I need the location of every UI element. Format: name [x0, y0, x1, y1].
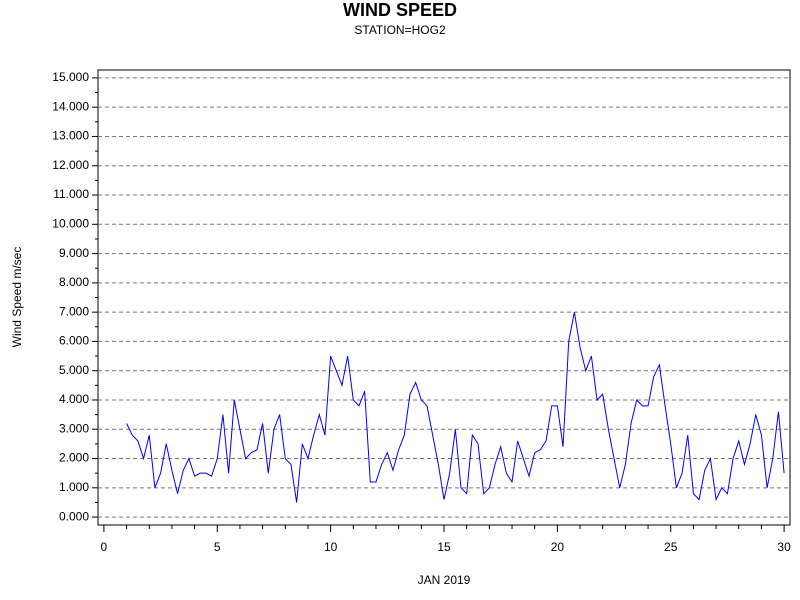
x-tick-label: 20	[551, 540, 565, 554]
y-tick-label: 3.000	[59, 421, 89, 435]
chart-title: WIND SPEED	[343, 0, 457, 20]
chart-subtitle: STATION=HOG2	[354, 23, 446, 37]
y-tick-label: 6.000	[59, 334, 89, 348]
x-tick-label: 0	[101, 540, 108, 554]
y-tick-label: 4.000	[59, 392, 89, 406]
y-tick-label: 14.000	[52, 99, 89, 113]
x-tick-label: 10	[324, 540, 338, 554]
data-line	[126, 312, 785, 503]
x-tick-label: 5	[214, 540, 221, 554]
y-tick-label: 0.000	[59, 509, 89, 523]
y-tick-label: 12.000	[52, 158, 89, 172]
x-tick-label: 30	[777, 540, 791, 554]
plot-frame	[97, 69, 791, 526]
y-tick-label: 11.000	[53, 187, 89, 201]
y-tick-label: 15.000	[52, 70, 89, 84]
x-tick-label: 15	[437, 540, 451, 554]
x-tick-label: 25	[664, 540, 678, 554]
y-tick-label: 2.000	[59, 451, 89, 465]
y-tick-label: 8.000	[59, 275, 89, 289]
y-tick-label: 13.000	[52, 129, 89, 143]
y-axis-label: Wind Speed m/sec	[10, 247, 24, 348]
x-axis-label: JAN 2019	[418, 573, 471, 587]
y-tick-label: 5.000	[59, 363, 89, 377]
y-tick-label: 9.000	[59, 246, 89, 260]
y-tick-label: 1.000	[59, 480, 89, 494]
y-tick-label: 7.000	[59, 304, 89, 318]
y-tick-label: 10.000	[52, 216, 89, 230]
